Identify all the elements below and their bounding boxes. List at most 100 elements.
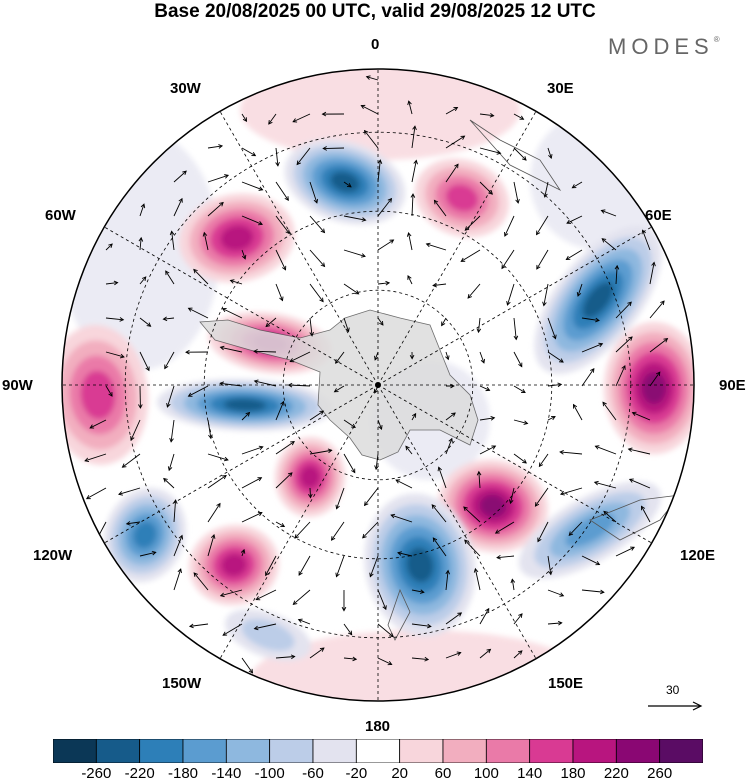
wind-vector bbox=[445, 612, 463, 625]
anomaly-center bbox=[604, 322, 694, 454]
wind-vector bbox=[240, 548, 246, 557]
wind-vector bbox=[433, 199, 447, 217]
colorbar bbox=[53, 739, 703, 763]
wind-vector bbox=[479, 112, 495, 118]
wind-vector bbox=[479, 351, 486, 364]
wind-vector bbox=[308, 487, 313, 499]
wind-vector bbox=[241, 511, 263, 523]
anomaly-center bbox=[364, 493, 476, 637]
wind-vector bbox=[479, 607, 490, 625]
wind-vector bbox=[508, 487, 515, 505]
wind-vector bbox=[255, 589, 277, 601]
reference-vector-value: 30 bbox=[666, 683, 680, 697]
wind-vector bbox=[275, 654, 296, 660]
wind-vector bbox=[105, 317, 125, 322]
wind-vector bbox=[615, 365, 626, 387]
wind-vector bbox=[406, 232, 413, 251]
wind-vector bbox=[289, 351, 311, 363]
wind-vector bbox=[165, 270, 175, 285]
anomaly-center bbox=[438, 459, 548, 553]
meridian-line bbox=[377, 384, 537, 659]
colorbar-swatch bbox=[225, 739, 271, 763]
wind-vector bbox=[275, 472, 293, 489]
wind-vector bbox=[538, 453, 549, 468]
wind-vector bbox=[445, 437, 453, 455]
wind-vector bbox=[275, 441, 295, 455]
wind-vector bbox=[89, 419, 107, 429]
wind-vector bbox=[377, 589, 387, 611]
wind-vector bbox=[335, 351, 345, 364]
wind-vector bbox=[513, 385, 526, 393]
wind-vector bbox=[343, 283, 360, 295]
wind-vector bbox=[207, 201, 224, 217]
wind-vector bbox=[221, 307, 243, 319]
wind-vector bbox=[322, 146, 345, 151]
wind-vector bbox=[571, 181, 583, 189]
wind-vector bbox=[476, 470, 482, 489]
wind-vector bbox=[441, 317, 447, 327]
wind-vector bbox=[513, 650, 523, 659]
wind-vector bbox=[219, 345, 243, 353]
wind-vector bbox=[479, 385, 491, 392]
wind-vector bbox=[207, 474, 227, 489]
wind-vector bbox=[594, 445, 617, 455]
colorbar-tick-label: 260 bbox=[647, 765, 673, 782]
wind-vector bbox=[565, 249, 583, 260]
wind-vector bbox=[173, 499, 178, 523]
wind-vector bbox=[506, 283, 515, 306]
lon-label-150w: 150W bbox=[162, 675, 202, 692]
wind-vector bbox=[193, 268, 209, 285]
wind-vector bbox=[576, 283, 583, 297]
wind-vector bbox=[395, 479, 413, 489]
wind-vector bbox=[166, 385, 175, 408]
wind-vector bbox=[241, 181, 264, 191]
wind-vector bbox=[581, 555, 601, 566]
wind-vector bbox=[431, 504, 447, 523]
wind-vector bbox=[411, 159, 418, 183]
wind-vector bbox=[593, 480, 617, 489]
wind-vector bbox=[229, 279, 243, 285]
wind-vector bbox=[390, 513, 413, 523]
colorbar-tick-label: 140 bbox=[517, 765, 543, 782]
wind-vector bbox=[581, 342, 604, 353]
brand-text: MODES bbox=[608, 34, 714, 59]
wind-vector bbox=[615, 546, 635, 557]
colorbar-tick-label: -60 bbox=[302, 765, 324, 782]
wind-vector bbox=[241, 113, 248, 123]
wind-vector bbox=[85, 487, 107, 500]
colorbar-tick-label: -100 bbox=[254, 765, 285, 782]
wind-vector bbox=[536, 249, 549, 270]
colorbar-tick-label: 20 bbox=[391, 765, 408, 782]
wind-vector bbox=[365, 75, 379, 81]
wind-vector bbox=[309, 249, 326, 268]
wind-vector bbox=[343, 249, 366, 258]
wind-vector bbox=[445, 135, 466, 149]
wind-vector bbox=[363, 129, 379, 149]
wind-vector bbox=[568, 521, 583, 536]
wind-vector bbox=[411, 589, 425, 594]
wind-vectors bbox=[84, 75, 669, 674]
meridian-line bbox=[219, 384, 379, 659]
wind-vector bbox=[445, 383, 455, 389]
wind-vector bbox=[601, 238, 617, 251]
wind-vector bbox=[374, 351, 379, 361]
wind-vector bbox=[275, 283, 284, 302]
wind-vector bbox=[187, 307, 209, 319]
wind-vector bbox=[432, 282, 447, 288]
latitude-circle bbox=[282, 289, 474, 481]
wind-vector bbox=[473, 567, 481, 591]
lon-label-120e: 120E bbox=[680, 547, 716, 564]
wind-vector bbox=[253, 623, 277, 631]
wind-vector bbox=[130, 419, 141, 441]
wind-vector bbox=[581, 589, 605, 595]
colorbar-swatch bbox=[615, 739, 661, 763]
wind-vector bbox=[253, 349, 277, 354]
wind-vector bbox=[343, 181, 352, 188]
wind-vector bbox=[241, 411, 251, 421]
wind-vector bbox=[139, 550, 157, 557]
colorbar-swatch bbox=[269, 739, 314, 763]
colorbar-swatch bbox=[529, 739, 574, 763]
wind-vector bbox=[185, 349, 209, 355]
wind-vector bbox=[207, 453, 229, 462]
graticule bbox=[62, 69, 694, 701]
